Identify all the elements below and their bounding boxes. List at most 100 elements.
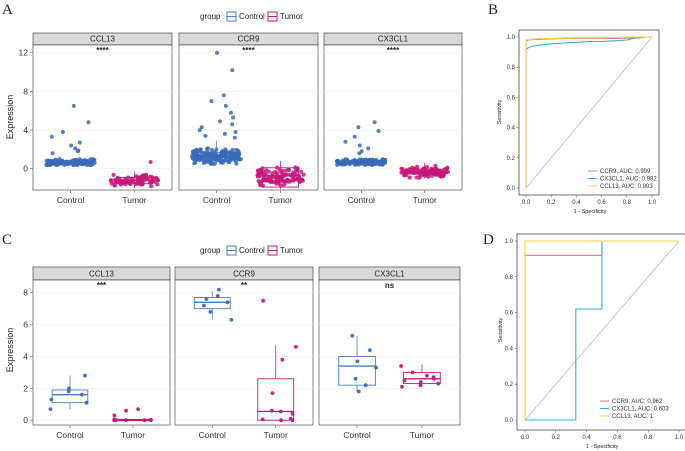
data-point xyxy=(343,139,348,144)
legend-label-control: Control xyxy=(239,246,265,255)
data-point xyxy=(368,348,372,352)
data-point xyxy=(66,389,71,394)
data-point xyxy=(371,162,376,167)
data-point xyxy=(124,408,128,413)
x-tick-label: Tumor xyxy=(410,430,434,440)
facet-frame xyxy=(318,279,461,426)
data-point xyxy=(140,181,145,185)
data-point xyxy=(352,134,357,139)
data-point xyxy=(82,159,87,164)
x-tick-label: 0.6 xyxy=(613,435,622,441)
data-point xyxy=(221,93,226,98)
data-point xyxy=(414,175,419,180)
significance-label: *** xyxy=(97,281,107,290)
data-point xyxy=(77,140,82,145)
panel-label-d: D xyxy=(483,232,494,248)
data-point xyxy=(275,165,280,170)
x-axis-label-b: 1 - Specificity xyxy=(574,209,607,215)
data-point xyxy=(79,392,84,397)
panel-label-c: C xyxy=(2,232,12,248)
data-point xyxy=(205,146,209,151)
facet-title: CCR9 xyxy=(233,270,255,279)
y-tick-label: 0.4 xyxy=(505,346,514,352)
data-point xyxy=(50,159,54,164)
data-point xyxy=(410,370,415,375)
data-point xyxy=(418,380,423,384)
data-point xyxy=(426,174,431,179)
data-point xyxy=(212,153,216,158)
data-point xyxy=(360,160,365,165)
x-tick-label: 0.4 xyxy=(572,200,581,206)
data-point xyxy=(281,172,285,177)
x-tick-label: Control xyxy=(203,195,231,205)
data-point xyxy=(134,174,139,179)
y-tick-label: 8 xyxy=(23,86,28,96)
data-point xyxy=(45,162,50,167)
data-point xyxy=(295,166,300,171)
data-point xyxy=(343,157,348,162)
data-point xyxy=(353,376,358,381)
x-tick-label: 0.8 xyxy=(623,200,632,206)
y-tick-label: 0.6 xyxy=(507,95,516,101)
data-point xyxy=(204,297,209,301)
x-tick-label: 1.0 xyxy=(675,435,684,441)
data-point xyxy=(230,68,235,73)
x-tick-label: Tumor xyxy=(268,195,292,205)
data-point xyxy=(425,373,429,378)
data-point xyxy=(437,169,442,174)
data-point xyxy=(400,384,404,389)
data-point xyxy=(125,179,130,184)
data-point xyxy=(288,178,293,183)
data-point xyxy=(73,146,78,151)
x-tick-label: 0.0 xyxy=(522,200,531,206)
x-tick-label: Tumor xyxy=(121,430,145,440)
data-point xyxy=(215,294,220,298)
data-point xyxy=(124,418,128,423)
data-point xyxy=(265,177,270,182)
y-tick-label: 4 xyxy=(23,351,28,361)
data-point xyxy=(227,160,232,165)
data-point xyxy=(292,172,297,177)
data-point xyxy=(356,125,361,130)
data-point xyxy=(228,149,233,154)
data-point xyxy=(350,333,355,338)
data-point xyxy=(431,167,436,172)
legend-label: CX3CL1, AUC: 0.603 xyxy=(612,407,669,413)
data-point xyxy=(346,160,351,165)
data-point xyxy=(399,364,403,368)
facet-title: CX3CL1 xyxy=(378,35,409,44)
data-point xyxy=(278,409,283,414)
data-point xyxy=(208,310,213,314)
data-point xyxy=(194,154,199,158)
data-point xyxy=(282,182,287,187)
y-tick-label: 0 xyxy=(23,415,28,425)
data-point xyxy=(279,178,283,183)
x-tick-label: 0.6 xyxy=(597,200,606,206)
significance-label: ns xyxy=(385,281,395,290)
data-point xyxy=(443,170,448,175)
data-point xyxy=(88,161,92,166)
data-point xyxy=(380,161,385,166)
data-point xyxy=(372,120,377,125)
data-point xyxy=(230,122,235,127)
data-point xyxy=(261,298,265,303)
data-point xyxy=(269,175,274,180)
data-point xyxy=(232,135,237,140)
data-point xyxy=(284,172,289,177)
data-point xyxy=(272,180,277,184)
y-tick-label: 0.2 xyxy=(505,382,514,388)
x-tick-label: Control xyxy=(57,195,85,205)
y-tick-label: 0.0 xyxy=(507,186,516,192)
legend-label-tumor: Tumor xyxy=(280,12,303,21)
facet-frame xyxy=(323,44,463,191)
data-point xyxy=(62,162,67,167)
data-point xyxy=(376,129,381,133)
data-point xyxy=(91,158,96,163)
y-tick-label: 0.8 xyxy=(507,65,516,71)
x-tick-label: Tumor xyxy=(264,430,288,440)
data-point xyxy=(235,153,240,157)
legend-title: group xyxy=(200,12,221,21)
x-tick-label: Control xyxy=(348,195,376,205)
data-point xyxy=(136,407,141,411)
